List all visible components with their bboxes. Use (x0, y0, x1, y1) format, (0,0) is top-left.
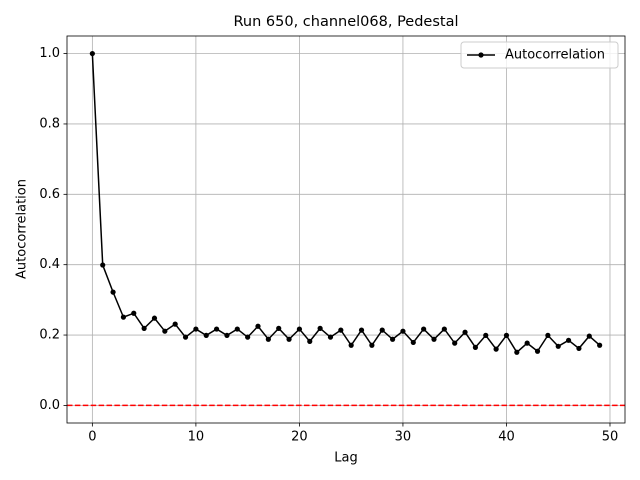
data-point (317, 325, 323, 331)
data-point (296, 326, 303, 332)
x-tick-label: 30 (395, 430, 412, 445)
data-point (245, 334, 251, 340)
x-tick-label: 10 (188, 430, 205, 445)
data-point (89, 50, 95, 57)
data-point (472, 344, 479, 350)
data-point (514, 349, 520, 355)
legend-marker (478, 52, 484, 58)
data-point (597, 342, 603, 348)
data-point (203, 332, 209, 338)
y-tick-label: 0.0 (39, 398, 60, 413)
data-point (255, 323, 261, 329)
x-axis-label: Lag (334, 451, 357, 466)
data-point (369, 342, 375, 348)
data-point (421, 326, 427, 332)
data-point (431, 336, 437, 342)
data-point (131, 310, 137, 316)
legend-box (460, 41, 619, 69)
data-point (462, 329, 468, 335)
data-point (193, 326, 199, 332)
y-tick-label: 0.8 (39, 116, 60, 131)
data-point (307, 338, 313, 344)
data-point (120, 314, 127, 320)
legend-label: Autocorrelation (505, 48, 605, 63)
y-tick-label: 0.2 (39, 328, 60, 343)
plot-frame (66, 35, 626, 424)
data-point (100, 262, 106, 268)
data-point (213, 326, 220, 332)
data-point (524, 340, 530, 346)
data-point (110, 289, 116, 295)
data-point (276, 325, 282, 331)
x-tick-label: 0 (88, 430, 96, 445)
data-point (172, 321, 178, 327)
data-point (265, 336, 271, 342)
data-point (358, 327, 365, 333)
x-tick-label: 40 (498, 430, 515, 445)
data-point (483, 332, 489, 338)
data-point (151, 315, 158, 321)
data-point (400, 328, 406, 334)
data-point (327, 334, 334, 340)
x-tick-label: 50 (602, 430, 619, 445)
y-tick-label: 0.6 (39, 187, 60, 202)
y-axis-label: Autocorrelation (15, 179, 30, 279)
data-point (234, 326, 240, 332)
data-point (379, 327, 385, 333)
data-point (162, 328, 168, 334)
data-point (534, 348, 541, 354)
data-point (441, 326, 447, 332)
data-point (545, 332, 551, 338)
chart-title: Run 650, channel068, Pedestal (233, 14, 458, 30)
data-point (224, 332, 230, 338)
data-point (493, 346, 499, 352)
data-line (91, 53, 601, 354)
x-tick-label: 20 (291, 430, 308, 445)
y-tick-label: 1.0 (39, 46, 60, 61)
y-tick-label: 0.4 (39, 257, 60, 272)
data-point (389, 336, 396, 342)
data-point (410, 339, 416, 346)
data-point (503, 332, 510, 338)
data-point (141, 325, 147, 331)
data-point (586, 333, 592, 339)
data-point (452, 340, 458, 346)
data-point (576, 345, 582, 352)
data-point (565, 337, 572, 343)
data-point (286, 336, 292, 342)
data-point (338, 327, 344, 333)
data-point (555, 343, 561, 349)
data-point (182, 334, 189, 340)
data-point (348, 342, 354, 348)
